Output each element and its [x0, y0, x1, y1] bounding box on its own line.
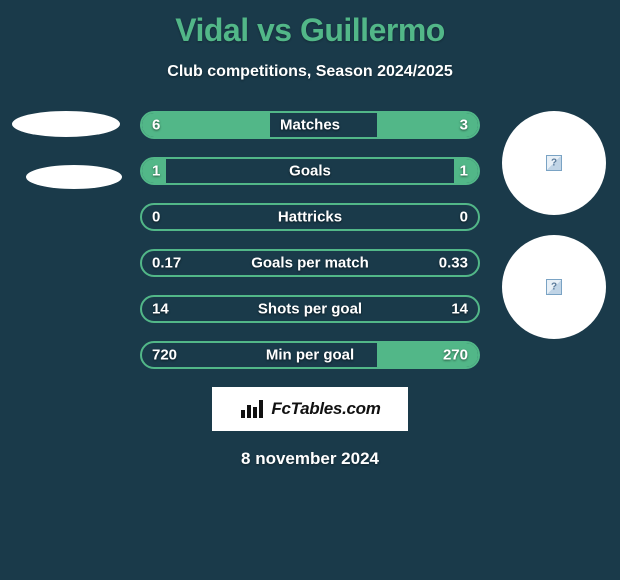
stat-label: Shots per goal	[258, 301, 362, 318]
stat-label: Goals per match	[251, 255, 369, 272]
stat-row: 0.17 0.33 Goals per match	[140, 249, 480, 277]
comparison-subtitle: Club competitions, Season 2024/2025	[0, 63, 620, 81]
stat-left-value: 720	[152, 347, 177, 364]
stat-right-value: 0	[460, 209, 468, 226]
player-right-photo-placeholder	[502, 111, 606, 215]
brand-text: FcTables.com	[271, 399, 380, 419]
comparison-date: 8 november 2024	[0, 449, 620, 469]
comparison-content: 6 3 Matches 1 1 Goals 0 0 Hattricks 0.17 0.33 Goals…	[0, 111, 620, 469]
stat-right-value: 1	[460, 163, 468, 180]
stat-right-value: 270	[443, 347, 468, 364]
stat-label: Matches	[280, 117, 340, 134]
stat-left-value: 0	[152, 209, 160, 226]
stat-label: Goals	[289, 163, 331, 180]
stat-right-value: 3	[460, 117, 468, 134]
stat-row: 0 0 Hattricks	[140, 203, 480, 231]
stat-row: 6 3 Matches	[140, 111, 480, 139]
player-right-club-placeholder	[502, 235, 606, 339]
comparison-title: Vidal vs Guillermo	[0, 0, 620, 49]
stat-row: 14 14 Shots per goal	[140, 295, 480, 323]
player-left-club-placeholder	[26, 165, 122, 189]
stat-left-fill	[142, 113, 270, 137]
player-left-photo-placeholder	[12, 111, 120, 137]
stats-list: 6 3 Matches 1 1 Goals 0 0 Hattricks 0.17 0.33 Goals…	[140, 111, 480, 369]
stat-label: Hattricks	[278, 209, 342, 226]
stat-row: 1 1 Goals	[140, 157, 480, 185]
stat-left-value: 0.17	[152, 255, 181, 272]
player-right-column	[496, 111, 612, 339]
stat-label: Min per goal	[266, 347, 354, 364]
stat-left-value: 6	[152, 117, 160, 134]
stat-right-value: 0.33	[439, 255, 468, 272]
missing-image-icon	[546, 279, 562, 295]
stat-left-value: 1	[152, 163, 160, 180]
stat-right-value: 14	[451, 301, 468, 318]
chart-icon	[239, 398, 265, 420]
stat-left-value: 14	[152, 301, 169, 318]
player-left-column	[8, 111, 124, 189]
stat-row: 720 270 Min per goal	[140, 341, 480, 369]
brand-badge[interactable]: FcTables.com	[212, 387, 408, 431]
missing-image-icon	[546, 155, 562, 171]
